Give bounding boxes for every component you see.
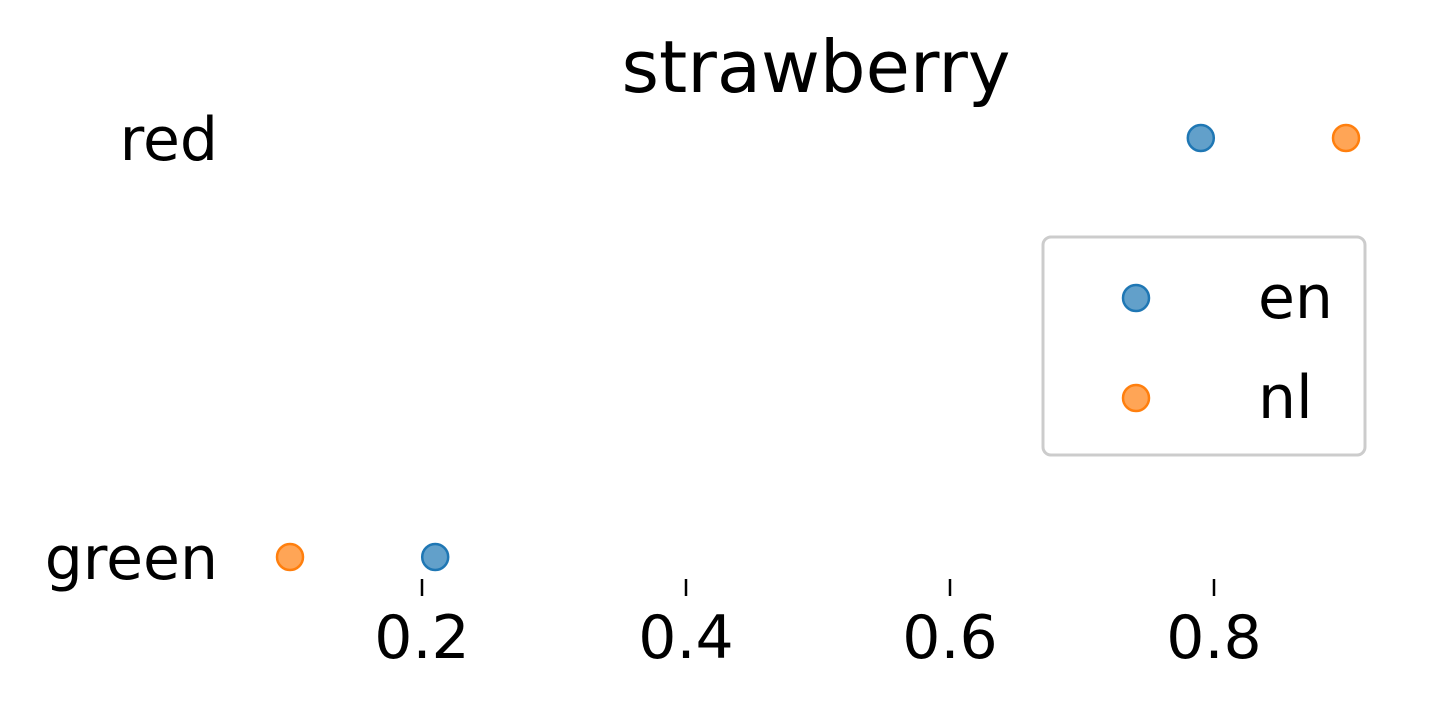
data-points: [275, 123, 1361, 572]
y-tick-label-green: green: [45, 524, 218, 594]
legend-label-en: en: [1258, 263, 1333, 333]
chart-title: strawberry: [622, 25, 1011, 109]
point-nl-red: [1331, 123, 1361, 153]
point-nl-green: [275, 542, 305, 572]
point-en-red: [1186, 123, 1216, 153]
x-tick-label: 0.6: [902, 603, 997, 673]
legend-marker-nl: [1121, 383, 1151, 413]
x-axis: 0.2 0.4 0.6 0.8: [374, 579, 1262, 673]
y-axis-labels: red green: [45, 105, 218, 594]
point-en-green: [420, 542, 450, 572]
legend-marker-en: [1121, 283, 1151, 313]
legend: en nl: [1041, 235, 1367, 457]
legend-items: en nl: [1121, 263, 1333, 433]
legend-label-nl: nl: [1258, 363, 1313, 433]
y-tick-label-red: red: [120, 105, 218, 175]
x-tick-label: 0.2: [374, 603, 469, 673]
x-tick-label: 0.4: [638, 603, 733, 673]
x-tick-label: 0.8: [1166, 603, 1261, 673]
